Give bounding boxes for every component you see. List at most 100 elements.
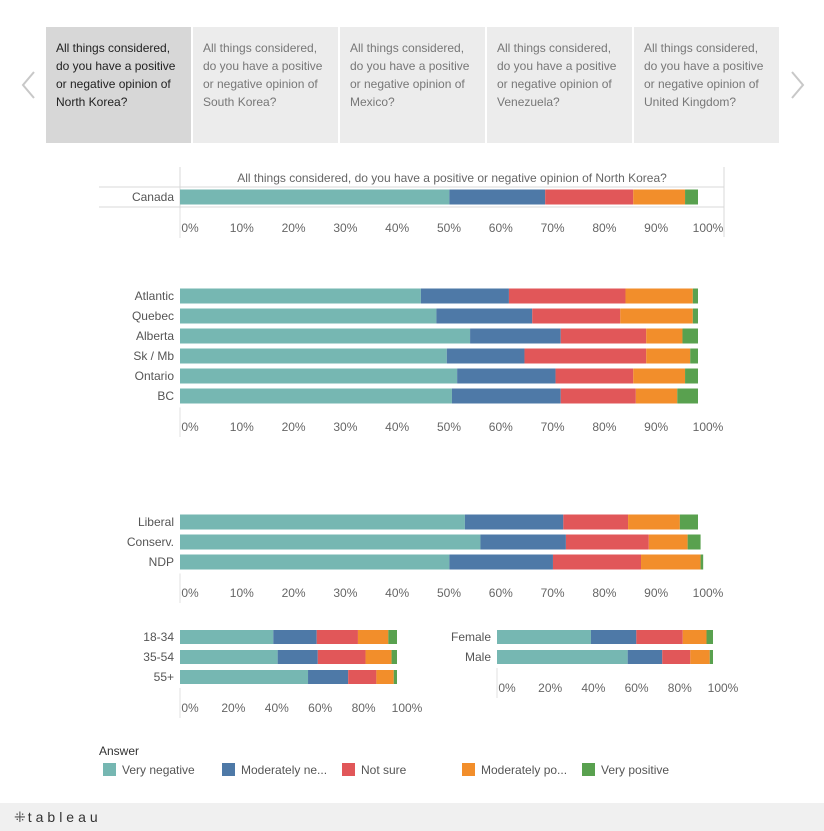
x-tick-label: 0% <box>181 221 199 235</box>
bar-segment <box>446 348 525 364</box>
x-tick-label: 10% <box>230 221 254 235</box>
x-tick-label: 20% <box>282 586 306 600</box>
x-tick-label: 20% <box>282 420 306 434</box>
tab-united-kingdom[interactable]: All things considered, do you have a pos… <box>634 27 779 143</box>
x-tick-label: 80% <box>668 681 692 695</box>
x-tick-label: 20% <box>282 221 306 235</box>
category-label: Conserv. <box>127 535 174 549</box>
bar-segment <box>646 328 683 344</box>
bar-segment <box>563 514 629 530</box>
x-tick-label: 90% <box>644 221 668 235</box>
bar-segment <box>348 670 377 684</box>
legend-swatch <box>582 763 595 776</box>
bar-segment <box>308 670 349 684</box>
tableau-logo[interactable]: ⁜ tableau <box>14 809 102 826</box>
bar-segment <box>524 348 647 364</box>
bar-segment <box>560 328 647 344</box>
chevron-right-icon[interactable] <box>787 70 807 100</box>
tab-north-korea[interactable]: All things considered, do you have a pos… <box>46 27 191 143</box>
x-tick-label: 70% <box>541 221 565 235</box>
x-tick-label: 0% <box>498 681 516 695</box>
bar-segment <box>180 328 471 344</box>
brand-name: tableau <box>27 809 102 825</box>
x-tick-label: 60% <box>625 681 649 695</box>
bar-segment <box>706 630 713 644</box>
footer-bar: ⁜ tableau <box>0 803 824 831</box>
bar-segment <box>388 630 397 644</box>
legend-label: Not sure <box>361 763 407 777</box>
bar-segment <box>316 630 358 644</box>
x-tick-label: 90% <box>644 420 668 434</box>
bar-segment <box>457 368 556 384</box>
charts-area: All things considered, do you have a pos… <box>99 167 739 718</box>
legend-item-not-sure[interactable]: Not sure <box>342 763 406 779</box>
legend-item-moderately-negative[interactable]: Moderately ne... <box>222 763 327 779</box>
bar-segment <box>317 650 366 664</box>
bar-segment <box>180 514 465 530</box>
bar-segment <box>470 328 561 344</box>
bar-segment <box>625 288 693 304</box>
bar-segment <box>560 388 636 404</box>
legend-label: Very positive <box>601 763 670 777</box>
bar-segment <box>662 650 691 664</box>
bar-segment <box>690 650 710 664</box>
legend-item-moderately-positive[interactable]: Moderately po... <box>462 763 567 779</box>
bar-segment <box>709 650 713 664</box>
category-label: Female <box>451 630 491 644</box>
x-tick-label: 50% <box>437 586 461 600</box>
bar-segment <box>508 288 626 304</box>
bar-segment <box>497 630 591 644</box>
bar-segment <box>391 650 397 664</box>
x-tick-label: 100% <box>708 681 739 695</box>
x-tick-label: 40% <box>581 681 605 695</box>
x-tick-label: 40% <box>265 701 289 715</box>
x-tick-label: 70% <box>541 586 565 600</box>
legend-item-very-negative[interactable]: Very negative <box>103 763 195 779</box>
category-label: 55+ <box>154 670 174 684</box>
bar-segment <box>635 388 678 404</box>
x-tick-label: 0% <box>181 586 199 600</box>
chevron-left-icon[interactable] <box>19 70 39 100</box>
category-label: Atlantic <box>135 289 174 303</box>
bar-segment <box>687 534 701 550</box>
tab-south-korea[interactable]: All things considered, do you have a pos… <box>193 27 338 143</box>
x-tick-label: 50% <box>437 420 461 434</box>
chart-title: All things considered, do you have a pos… <box>237 171 667 185</box>
x-tick-label: 30% <box>333 221 357 235</box>
bar-segment <box>480 534 566 550</box>
x-tick-label: 100% <box>693 221 724 235</box>
bar-segment <box>180 534 481 550</box>
bar-segment <box>565 534 649 550</box>
bar-segment <box>180 368 458 384</box>
tableau-plus-icon: ⁜ <box>14 809 26 825</box>
bar-segment <box>555 368 634 384</box>
bar-segment <box>464 514 564 530</box>
category-label: 35-54 <box>143 650 174 664</box>
x-tick-label: 0% <box>181 420 199 434</box>
bar-segment <box>180 388 452 404</box>
legend-swatch <box>462 763 475 776</box>
category-label: NDP <box>149 555 174 569</box>
legend-swatch <box>103 763 116 776</box>
x-tick-label: 100% <box>693 420 724 434</box>
bar-segment <box>682 328 698 344</box>
bar-segment <box>620 308 693 324</box>
bar-segment <box>180 288 421 304</box>
x-tick-label: 0% <box>181 701 199 715</box>
x-tick-label: 80% <box>592 586 616 600</box>
bar-segment <box>180 650 278 664</box>
bar-segment <box>633 189 686 205</box>
x-tick-label: 80% <box>352 701 376 715</box>
legend-item-very-positive[interactable]: Very positive <box>582 763 669 779</box>
x-tick-label: 30% <box>333 586 357 600</box>
legend-title: Answer <box>99 744 140 758</box>
bar-segment <box>692 288 698 304</box>
tab-venezuela[interactable]: All things considered, do you have a pos… <box>487 27 632 143</box>
category-label: Ontario <box>135 369 175 383</box>
bar-segment <box>700 554 704 570</box>
bar-segment <box>646 348 691 364</box>
x-tick-label: 20% <box>538 681 562 695</box>
tab-mexico[interactable]: All things considered, do you have a pos… <box>340 27 485 143</box>
x-tick-label: 80% <box>592 420 616 434</box>
bar-segment <box>180 554 450 570</box>
